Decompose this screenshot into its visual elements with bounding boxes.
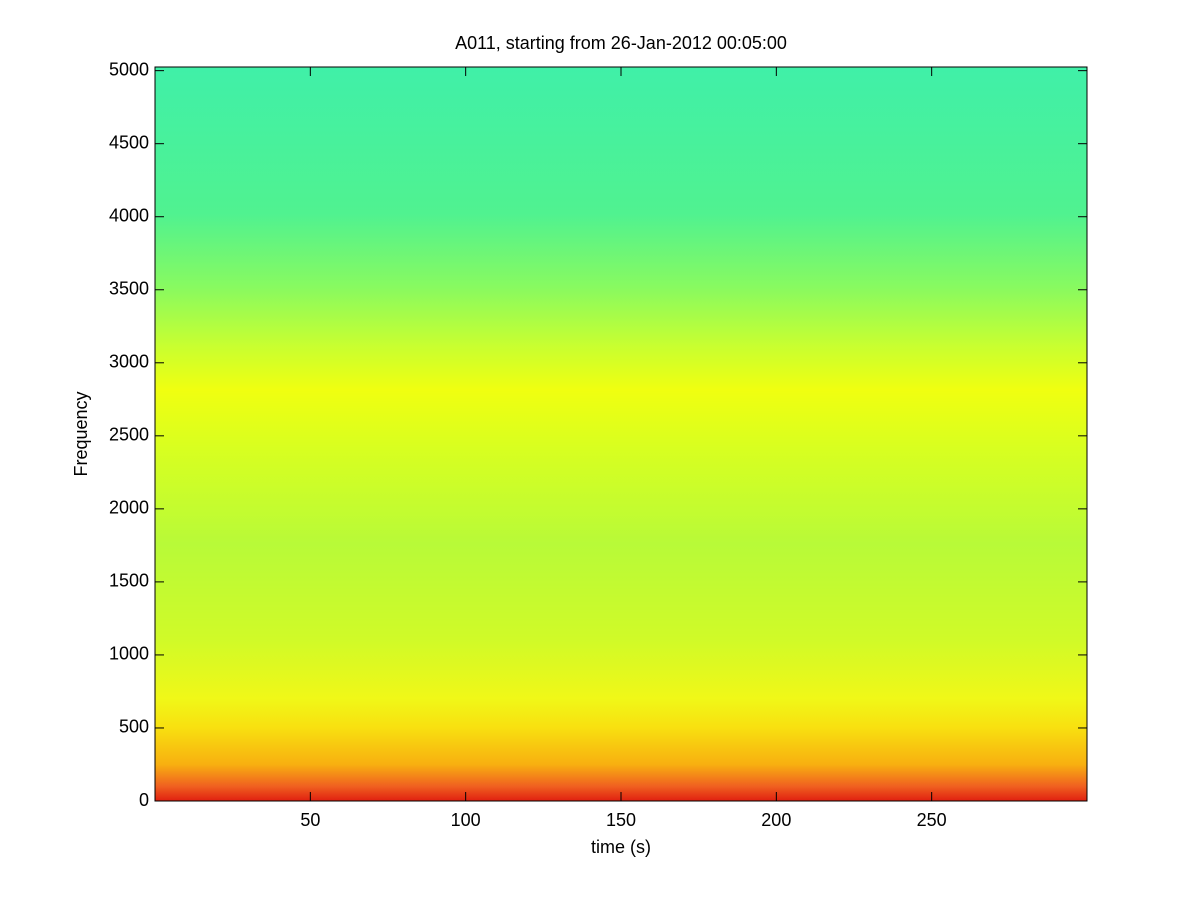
x-axis-label: time (s) xyxy=(591,837,651,857)
x-tick-label: 250 xyxy=(917,810,947,830)
x-tick-label: 200 xyxy=(761,810,791,830)
y-tick-label: 2500 xyxy=(109,425,149,445)
spectrogram-image xyxy=(155,67,1087,801)
y-tick-label: 3000 xyxy=(109,352,149,372)
y-tick-label: 3500 xyxy=(109,279,149,299)
y-tick-label: 4500 xyxy=(109,132,149,152)
y-tick-label: 5000 xyxy=(109,59,149,79)
y-tick-label: 500 xyxy=(119,717,149,737)
y-tick-label: 1500 xyxy=(109,571,149,591)
y-tick-label: 1000 xyxy=(109,644,149,664)
y-tick-label: 0 xyxy=(139,790,149,810)
x-tick-label: 50 xyxy=(300,810,320,830)
y-tick-label: 2000 xyxy=(109,498,149,518)
x-tick-label: 150 xyxy=(606,810,636,830)
y-axis-label: Frequency xyxy=(71,391,91,476)
chart-title: A011, starting from 26-Jan-2012 00:05:00 xyxy=(455,33,787,53)
x-tick-label: 100 xyxy=(451,810,481,830)
y-tick-label: 4000 xyxy=(109,205,149,225)
